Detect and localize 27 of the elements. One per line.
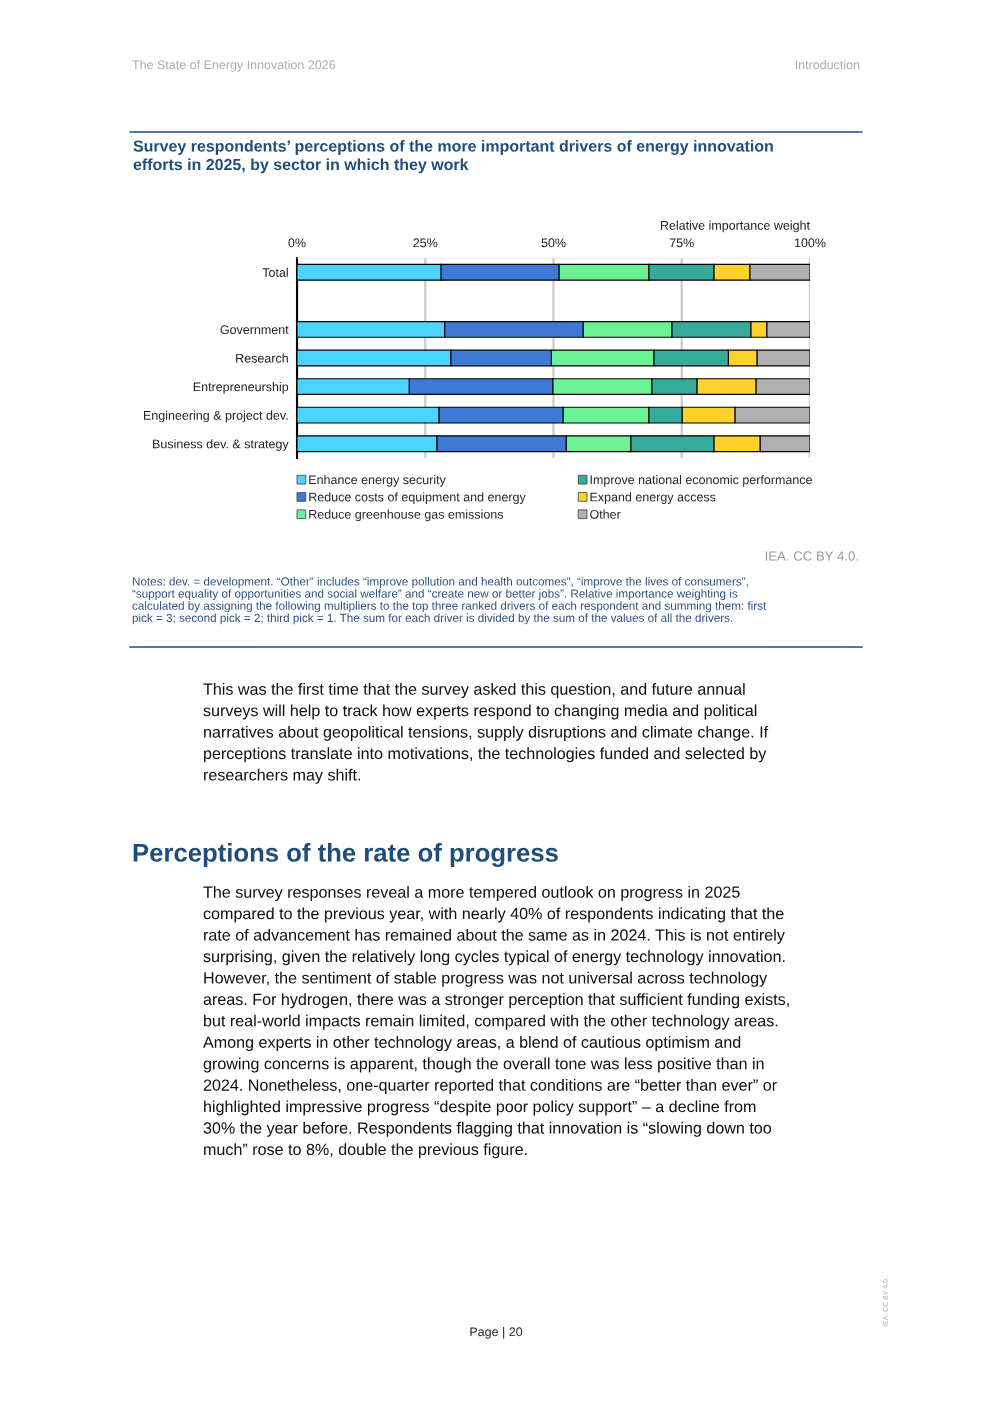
text: Introduction (795, 60, 860, 70)
y-tick-label: Business dev. & strategy (153, 439, 289, 451)
x-tick-label: 50% (541, 238, 566, 248)
x-axis-title: Relative importance weight (660, 220, 810, 233)
text: IEA. CC BY 4.0. (765, 551, 858, 561)
text: Perceptions of the rate of progress (133, 843, 558, 868)
y-tick-label: Total (262, 267, 288, 277)
x-tick-label: 25% (413, 238, 438, 248)
legend-label: Reduce greenhouse gas emissions (309, 509, 504, 522)
legend-label: Other (590, 509, 621, 519)
legend-label: Reduce costs of equipment and energy (309, 492, 526, 504)
legend-label: Enhance energy security (309, 475, 446, 487)
x-tick-label: 100% (794, 238, 826, 248)
text: The survey responses reveal a more tempered outlook on progress in 2025 compared to the previous year, with nearly 40% of respondents indicating that the rate of advancement has remained about the same as in 2024. This is not entirely surprising, given the relatively long cycles typical of energy technology innovation. However, the sentiment of stable progress was not universal across technology areas. For hydrogen, there was a stronger perception that sufficient funding exists, but real-world impacts remain limited, compared with the other technology areas. Among experts in other technology areas, a blend of cautious optimism and growing concerns is apparent, though the overall tone was less positive than in 2024. Nonetheless, one-quarter reported that conditions are “better than ever” or highlighted impressive progress “despite poor policy support” – a decline from 30% the year before. Respondents flagging that innovation is “slowing down too much” rose to 8%, double the previous figure. (203, 886, 789, 1159)
y-tick-label: Engineering & project dev. (144, 410, 288, 423)
y-tick-label: Research (236, 353, 288, 363)
y-tick-label: Government (220, 325, 289, 335)
legend-label: Improve national economic performance (590, 475, 812, 487)
x-tick-label: 0% (288, 238, 306, 248)
chart-title: Survey respondents’ perceptions of the more important drivers of energy innovation efforts in 2025, by sector in which they work (133, 140, 773, 174)
x-tick-label: 75% (669, 238, 694, 248)
text: The State of Energy Innovation 2026 (132, 60, 336, 72)
text: Notes: dev. = development. “Other” includes “improve pollution and health outcomes”, “improve the lives of consumers”, “support equality of opportunities and social welfare” and “create new or better jobs”. Relative importance weighting is calculated by assigning the following multipliers to the top three ranked drivers of each respondent and summing them: first pick = 3; second pick = 2; third pick = 1. The sum for each driver is divided by the sum of the values of all the drivers. (132, 577, 767, 625)
text: Page | 20 (470, 1327, 523, 1339)
y-tick-label: Entrepreneurship (193, 382, 289, 394)
text: This was the first time that the survey asked this question, and future annual surveys will help to track how experts respond to changing media and political narratives about geopolitical tensions, supply disruptions and climate change. If perceptions translate into motivations, the technologies funded and selected by researchers may shift. (203, 683, 769, 784)
legend-label: Expand energy access (590, 492, 716, 504)
